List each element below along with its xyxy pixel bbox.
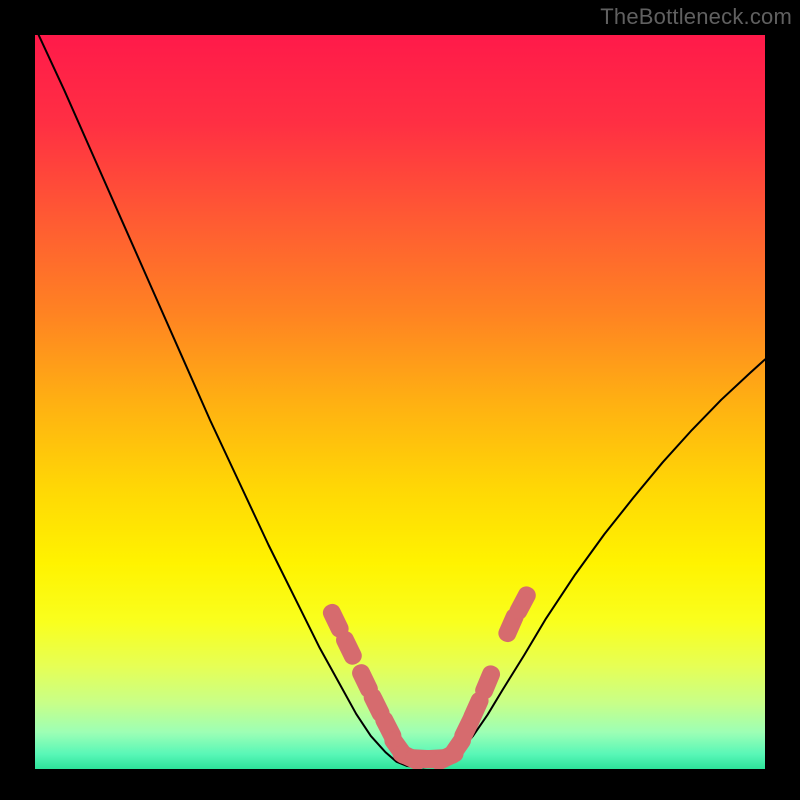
chart-overlay	[35, 35, 765, 769]
plot-area	[35, 35, 765, 769]
curve-marker	[507, 584, 538, 622]
curve-marker	[334, 629, 364, 667]
watermark-text: TheBottleneck.com	[600, 4, 792, 30]
curve-marker	[473, 663, 502, 701]
bottleneck-curve	[39, 35, 765, 768]
